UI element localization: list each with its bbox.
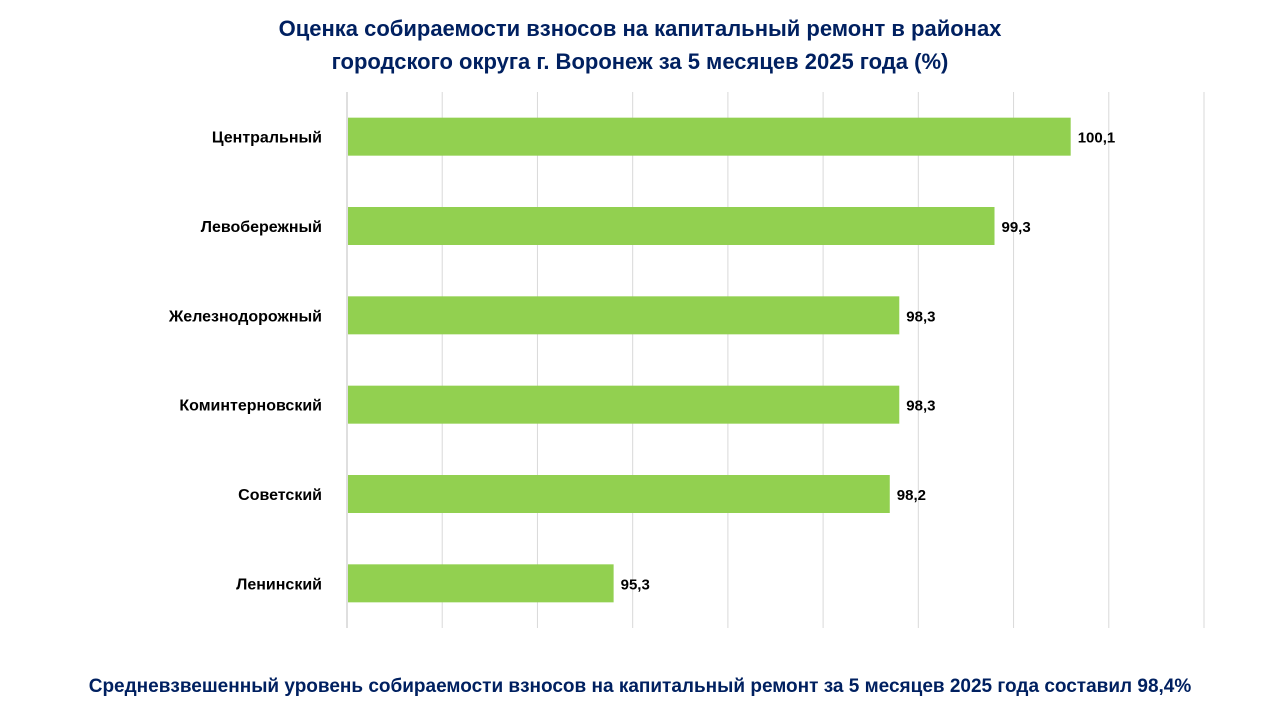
category-label: Советский [238, 487, 322, 504]
chart-title: Оценка собираемости взносов на капитальн… [0, 12, 1280, 78]
footer-note: Средневзвешенный уровень собираемости вз… [88, 676, 1192, 697]
category-label: Ленинский [236, 576, 322, 593]
chart-title-line-2: городского округа г. Воронеж за 5 месяце… [331, 49, 949, 74]
bar [348, 117, 1071, 156]
category-labels: Центральный Левобережный Железнодорожный Ко… [168, 130, 322, 594]
bar [348, 475, 890, 513]
bar [348, 385, 900, 424]
data-label: 98,3 [906, 398, 935, 415]
category-label: Коминтерновский [179, 398, 322, 415]
data-label: 98,3 [906, 308, 935, 325]
bar [348, 296, 900, 335]
category-label: Железнодорожный [168, 308, 322, 325]
data-label: 99,3 [1002, 219, 1031, 236]
gridlines [346, 92, 1205, 628]
data-labels: 100,1 99,3 98,3 98,3 98,2 95,3 [621, 130, 1116, 594]
data-label: 95,3 [621, 576, 650, 593]
category-label: Левобережный [201, 219, 322, 236]
category-label: Центральный [212, 130, 322, 147]
data-label: 98,2 [897, 487, 926, 504]
data-label: 100,1 [1078, 130, 1116, 147]
bar [348, 564, 614, 603]
chart-title-line-1: Оценка собираемости взносов на капитальн… [278, 16, 1002, 41]
bar [348, 207, 995, 245]
bars [348, 117, 1071, 603]
